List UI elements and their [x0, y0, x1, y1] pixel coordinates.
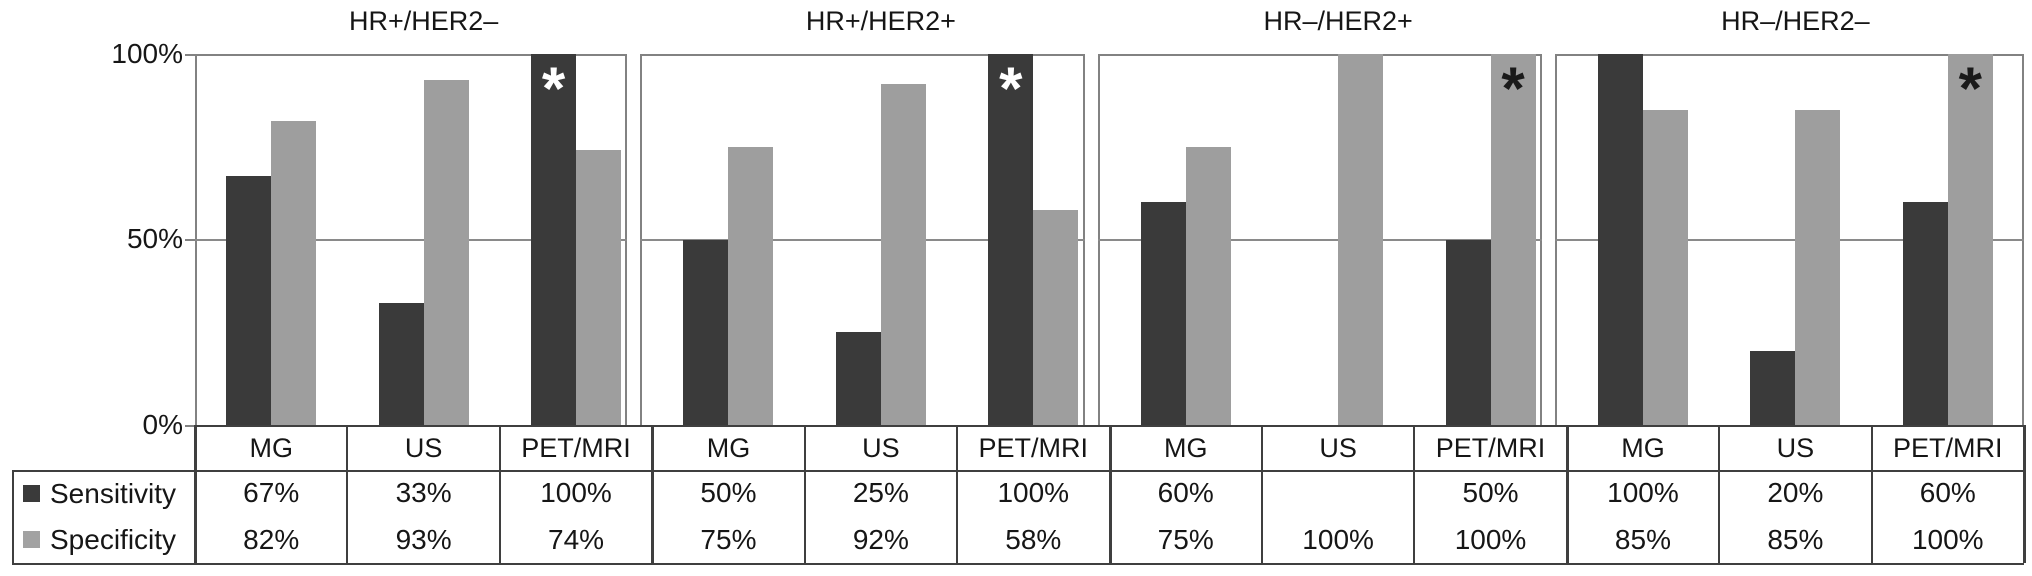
- bar-specificity-mg: [728, 146, 774, 425]
- table-header-cell: PET/MRI: [1435, 433, 1546, 463]
- table-column-line: [498, 425, 501, 563]
- table-column-line: [651, 425, 655, 563]
- table-column-line: [803, 425, 806, 563]
- legend-swatch-specificity: [23, 531, 40, 548]
- y-axis-label-100: 100%: [111, 38, 183, 69]
- bar-sensitivity-us: [835, 332, 881, 425]
- bar-sensitivity-pet-mri: [988, 54, 1034, 425]
- table-column-line: [1718, 425, 1721, 563]
- table-value-sensitivity: 100%: [997, 477, 1070, 509]
- table-value-sensitivity: 100%: [1607, 477, 1679, 509]
- bar-specificity-pet-mri: [1947, 54, 1993, 425]
- bar-specificity-us: [1338, 54, 1384, 425]
- table-value-specificity: 75%: [700, 523, 757, 555]
- table-header-cell: MG: [1163, 433, 1208, 463]
- table-value-specificity: 58%: [1005, 523, 1062, 555]
- gridline-50pct: [1554, 239, 2024, 241]
- bar-sensitivity-mg: [683, 239, 729, 425]
- bar-specificity-pet-mri: [1033, 209, 1079, 425]
- table-column-line: [1565, 425, 1569, 563]
- table-header-cell: PET/MRI: [978, 433, 1089, 463]
- table-header-cell: US: [404, 433, 443, 463]
- table-header-cell: PET/MRI: [1893, 433, 2003, 463]
- table-value-specificity: 92%: [852, 523, 909, 555]
- table-value-sensitivity: 100%: [540, 477, 612, 509]
- table-left-border: [12, 470, 14, 563]
- table-value-sensitivity: 25%: [852, 477, 909, 509]
- bar-specificity-us: [1795, 109, 1841, 425]
- table-column-line: [1870, 425, 1873, 563]
- bar-specificity-us: [423, 79, 469, 425]
- bar-sensitivity-pet-mri: [1902, 202, 1948, 425]
- table-value-sensitivity: 60%: [1919, 477, 1976, 509]
- bar-sensitivity-us: [1750, 350, 1796, 425]
- panel-title: HR–/HER2+: [1263, 6, 1413, 36]
- table-value-sensitivity: 20%: [1767, 477, 1824, 509]
- table-column-line: [2023, 425, 2026, 563]
- bar-specificity-pet-mri: [576, 150, 622, 425]
- bar-sensitivity-mg: [1140, 202, 1186, 425]
- table-column-line: [1260, 425, 1263, 563]
- table-value-sensitivity: 50%: [1462, 477, 1519, 509]
- bar-sensitivity-pet-mri: [531, 54, 577, 425]
- y-axis-label-0: 0%: [142, 409, 183, 440]
- table-value-sensitivity: 50%: [700, 477, 757, 509]
- y-axis-label-50: 50%: [126, 223, 183, 254]
- y-axis-tick-0%: [185, 425, 195, 427]
- bar-sensitivity-mg: [1597, 54, 1643, 425]
- table-value-sensitivity: 60%: [1157, 477, 1214, 509]
- table-column-line: [1413, 425, 1416, 563]
- table-header-cell: US: [862, 433, 900, 463]
- panel-title: HR–/HER2–: [1721, 6, 1870, 36]
- table-column-line: [1108, 425, 1112, 563]
- table-header-cell: MG: [249, 433, 293, 463]
- bar-specificity-us: [880, 83, 926, 425]
- table-header-cell: MG: [1621, 433, 1665, 463]
- table-header-divider: [12, 470, 2024, 472]
- y-axis-tick-100%: [185, 54, 195, 56]
- table-value-specificity: 82%: [243, 523, 300, 555]
- table-value-specificity: 93%: [395, 523, 452, 555]
- panel-title: HR+/HER2–: [348, 6, 499, 36]
- significance-asterisk: *: [541, 55, 566, 122]
- table-column-line: [194, 425, 197, 563]
- bar-specificity-mg: [1185, 146, 1231, 425]
- significance-asterisk: *: [999, 55, 1023, 122]
- legend-swatch-sensitivity: [23, 485, 40, 502]
- table-value-specificity: 100%: [1454, 523, 1527, 555]
- table-header-cell: MG: [706, 433, 751, 463]
- bar-sensitivity-pet-mri: [1445, 239, 1491, 425]
- gridline-50pct: [1097, 239, 1542, 241]
- legend-label-specificity: Specificity: [50, 524, 177, 555]
- bar-specificity-pet-mri: [1490, 54, 1536, 425]
- gridline-50pct: [195, 239, 628, 241]
- table-value-specificity: 74%: [548, 523, 605, 555]
- bar-specificity-mg: [1642, 109, 1688, 425]
- legend-label-sensitivity: Sensitivity: [50, 478, 177, 509]
- table-value-sensitivity: 67%: [243, 477, 300, 509]
- table-value-sensitivity: [1262, 470, 1414, 517]
- table-value-specificity: 85%: [1767, 523, 1824, 555]
- bar-sensitivity-mg: [226, 176, 272, 425]
- table-header-cell: US: [1319, 433, 1357, 463]
- table-column-line: [956, 425, 959, 563]
- table-value-specificity: 100%: [1911, 523, 1984, 555]
- bar-specificity-mg: [271, 120, 317, 425]
- panel-title: HR+/HER2+: [805, 6, 956, 36]
- table-value-specificity: 75%: [1157, 523, 1214, 555]
- table-value-specificity: 100%: [1302, 523, 1374, 555]
- significance-asterisk: *: [1501, 55, 1525, 122]
- table-header-cell: PET/MRI: [521, 433, 631, 463]
- table-bottom-border: [12, 563, 2024, 565]
- table-header-cell: US: [1776, 433, 1815, 463]
- table-column-line: [346, 425, 349, 563]
- table-value-sensitivity: 33%: [395, 477, 452, 509]
- bar-sensitivity-us: [378, 302, 424, 425]
- table-value-specificity: 85%: [1614, 523, 1671, 555]
- y-axis-tick-50%: [185, 239, 195, 241]
- significance-asterisk: *: [1958, 55, 1982, 122]
- gridline-50pct: [640, 239, 1085, 241]
